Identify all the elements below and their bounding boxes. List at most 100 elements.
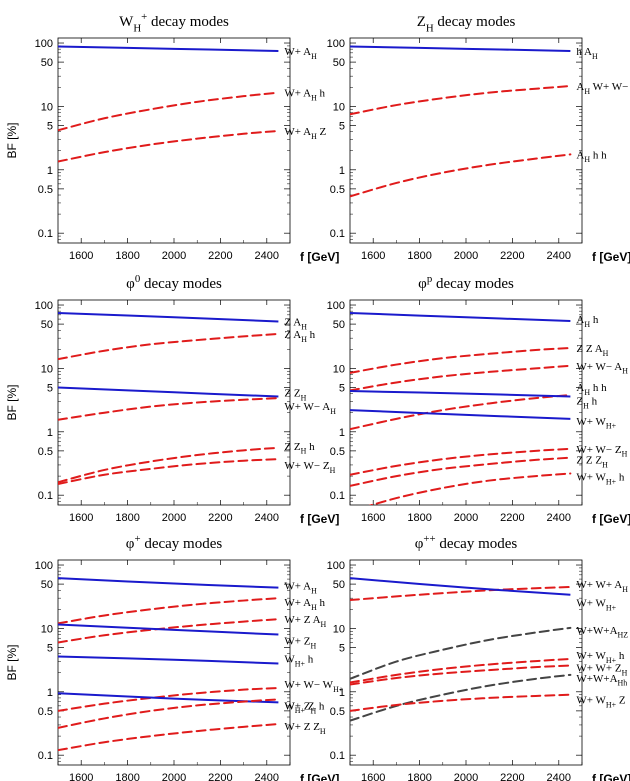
x-tick-label: 2400 bbox=[255, 772, 279, 781]
series-line bbox=[58, 332, 280, 361]
y-tick-label: 5 bbox=[47, 382, 53, 394]
series-label: AH W+ W− bbox=[576, 81, 628, 96]
series-line bbox=[350, 311, 571, 322]
x-tick-label: 1800 bbox=[115, 772, 139, 781]
series-line bbox=[350, 346, 572, 374]
panel-title: φp decay modes bbox=[418, 273, 514, 292]
y-tick-label: 1 bbox=[339, 165, 345, 177]
panel-2: ZH decay modes f [GeV] 1600 1800 2000 2200 240… bbox=[327, 14, 630, 264]
series-line bbox=[350, 394, 572, 431]
series-label: W+W+AHZ bbox=[576, 625, 628, 640]
y-tick-label: 5 bbox=[47, 642, 53, 654]
x-tick-label: 2400 bbox=[547, 250, 571, 262]
series-line bbox=[58, 386, 279, 398]
x-tick-label: 2200 bbox=[208, 250, 232, 262]
y-tick-label: 0.5 bbox=[38, 446, 53, 458]
series-line bbox=[350, 456, 572, 487]
y-tick-label: 5 bbox=[339, 382, 345, 394]
y-tick-label: 50 bbox=[41, 579, 53, 591]
series-label: W+ AH bbox=[284, 46, 317, 61]
y-axis-label: BF [%] bbox=[5, 384, 19, 420]
series-label: W+ Z AH bbox=[284, 614, 326, 629]
x-tick-label: 1600 bbox=[69, 250, 93, 262]
series-line bbox=[58, 45, 279, 52]
series-label: W+ WH+ h bbox=[576, 650, 624, 665]
x-tick-label: 1800 bbox=[407, 512, 431, 524]
series-label: W+ W+ AH bbox=[576, 579, 628, 594]
y-tick-label: 0.5 bbox=[330, 446, 345, 458]
series-line bbox=[368, 472, 572, 505]
series-line bbox=[350, 693, 572, 712]
y-tick-label: 1 bbox=[47, 165, 53, 177]
series-label: WH+ Z bbox=[284, 700, 314, 715]
panel-title: φ0 decay modes bbox=[126, 273, 222, 292]
x-tick-label: 1800 bbox=[115, 250, 139, 262]
x-axis-label: f [GeV] bbox=[592, 250, 630, 264]
y-tick-label: 0.1 bbox=[330, 228, 345, 240]
x-tick-label: 1600 bbox=[69, 512, 93, 524]
series-line bbox=[58, 686, 280, 712]
y-tick-label: 10 bbox=[41, 363, 53, 375]
series-label: W+W+AHh bbox=[576, 673, 627, 688]
y-axis-label: BF [%] bbox=[5, 122, 19, 158]
series-label: W+ ZH bbox=[284, 636, 316, 651]
y-tick-label: 5 bbox=[47, 120, 53, 132]
y-tick-label: 100 bbox=[327, 560, 345, 572]
plot-frame bbox=[349, 37, 583, 244]
x-tick-label: 2400 bbox=[547, 772, 571, 781]
series-line bbox=[350, 45, 571, 52]
y-tick-label: 5 bbox=[339, 642, 345, 654]
series-line bbox=[350, 409, 571, 420]
y-tick-label: 0.5 bbox=[38, 184, 53, 196]
series-line bbox=[350, 577, 571, 596]
series-label: W+ W− AH bbox=[284, 401, 336, 416]
y-tick-label: 100 bbox=[327, 38, 345, 50]
y-tick-label: 1 bbox=[47, 687, 53, 699]
x-axis-label: f [GeV] bbox=[592, 512, 630, 526]
series-label: AH h bbox=[576, 314, 598, 329]
series-line bbox=[58, 91, 280, 132]
y-tick-label: 50 bbox=[333, 57, 345, 69]
series-line bbox=[58, 397, 280, 421]
y-tick-label: 1 bbox=[339, 687, 345, 699]
x-tick-label: 1800 bbox=[115, 512, 139, 524]
panel-title: ZH decay modes bbox=[417, 14, 516, 34]
y-tick-label: 1 bbox=[47, 427, 53, 439]
series-line bbox=[58, 623, 279, 636]
y-tick-label: 50 bbox=[333, 579, 345, 591]
panel-title: φ++ decay modes bbox=[415, 533, 518, 552]
x-tick-label: 2000 bbox=[162, 772, 186, 781]
series-label: WH+ h bbox=[284, 653, 313, 668]
series-line bbox=[350, 586, 572, 602]
panel-6: φ++ decay modes f [GeV] 1600 1800 2000 2200 24… bbox=[327, 533, 630, 781]
y-tick-label: 50 bbox=[41, 319, 53, 331]
series-line bbox=[58, 655, 279, 665]
series-label: W+ WH+ Z bbox=[576, 695, 625, 710]
series-line bbox=[58, 458, 280, 486]
x-axis-label: f [GeV] bbox=[300, 250, 339, 264]
panel-5: φ+ decay modes BF [%] f [GeV] 1600 1800 2000 2… bbox=[5, 533, 344, 781]
y-tick-label: 0.5 bbox=[330, 184, 345, 196]
series-line bbox=[58, 129, 280, 163]
x-tick-label: 2400 bbox=[547, 512, 571, 524]
series-label: h AH bbox=[576, 46, 598, 61]
y-tick-label: 10 bbox=[41, 623, 53, 635]
series-label: Z Z ZH bbox=[576, 455, 608, 470]
series-label: W+ AH Z bbox=[284, 126, 326, 141]
series-label: W+ AH h bbox=[284, 88, 325, 103]
y-tick-label: 10 bbox=[333, 623, 345, 635]
x-tick-label: 2200 bbox=[500, 512, 524, 524]
series-label: W+ WH+ bbox=[576, 598, 616, 613]
plot-frame bbox=[57, 299, 291, 506]
x-tick-label: 2200 bbox=[208, 772, 232, 781]
y-tick-label: 10 bbox=[41, 101, 53, 113]
panel-title: WH+ decay modes bbox=[119, 11, 229, 34]
series-line bbox=[350, 390, 571, 398]
x-tick-label: 2000 bbox=[454, 250, 478, 262]
series-label: Z ZH h bbox=[284, 441, 315, 456]
series-line bbox=[350, 673, 572, 722]
y-tick-label: 5 bbox=[339, 120, 345, 132]
y-tick-label: 0.5 bbox=[38, 706, 53, 718]
